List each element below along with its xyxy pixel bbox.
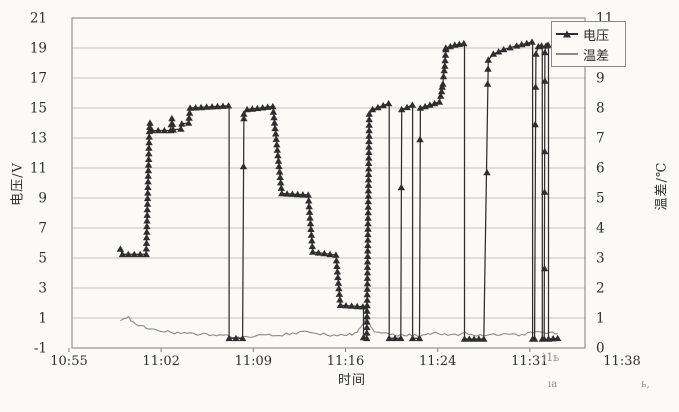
scan-artifact: ь, [641,379,650,390]
legend-item-voltage: 电压 [556,25,621,44]
legend: 电压 温差 [551,21,626,67]
right-tick-label: 9 [596,71,605,87]
right-tick-label: 5 [596,191,605,207]
right-tick-label: 7 [596,131,605,147]
plot-border [71,17,586,349]
left-tick-label: 9 [38,191,47,207]
x-tick-label: 11:31 [511,354,548,369]
left-tick-label: 21 [30,11,47,27]
left-tick-label: 17 [30,71,47,87]
voltage-series-swatch [556,28,578,40]
scan-artifact: ıa [548,379,558,390]
x-axis-title: 时间 [337,373,367,388]
left-tick-label: 7 [38,221,47,237]
left-tick-label: 11 [30,161,47,177]
right-tick-label: 3 [596,251,605,267]
left-tick-label: 3 [38,281,47,297]
voltage-markers [116,38,562,342]
left-tick-label: 5 [38,251,47,267]
legend-label-voltage: 电压 [583,28,610,44]
triangle-marker-icon [563,30,571,38]
legend-item-tempdiff: 温差 [556,45,621,64]
left-tick-label: 19 [30,41,47,57]
right-tick-label: 6 [596,161,605,177]
right-tick-label: 8 [596,101,605,117]
scan-artifact: )1ь [542,351,560,364]
x-tick-label: 11:16 [327,354,364,369]
tempdiff-line-icon [556,53,578,55]
tempdiff-series-swatch [556,48,578,60]
left-tick-label: 1 [38,311,47,327]
right-tick-label: 0 [596,341,605,357]
x-tick-label: 10:55 [50,354,87,369]
x-tick-label: 11:24 [419,354,456,369]
left-tick-label: -1 [34,341,47,357]
left-axis-title: 电压/V [10,162,26,206]
right-axis-title: 温差/℃ [654,161,670,211]
x-tick-label: 11:02 [142,354,179,369]
right-tick-label: 1 [596,311,605,327]
right-tick-label: 2 [596,281,605,297]
x-tick-label: 11:38 [603,354,640,369]
left-tick-label: 13 [30,131,47,147]
temp-diff-series [120,315,558,339]
left-tick-label: 15 [30,101,47,117]
x-tick-label: 11:09 [235,354,272,369]
legend-label-tempdiff: 温差 [583,48,610,64]
right-tick-label: 4 [596,221,605,237]
